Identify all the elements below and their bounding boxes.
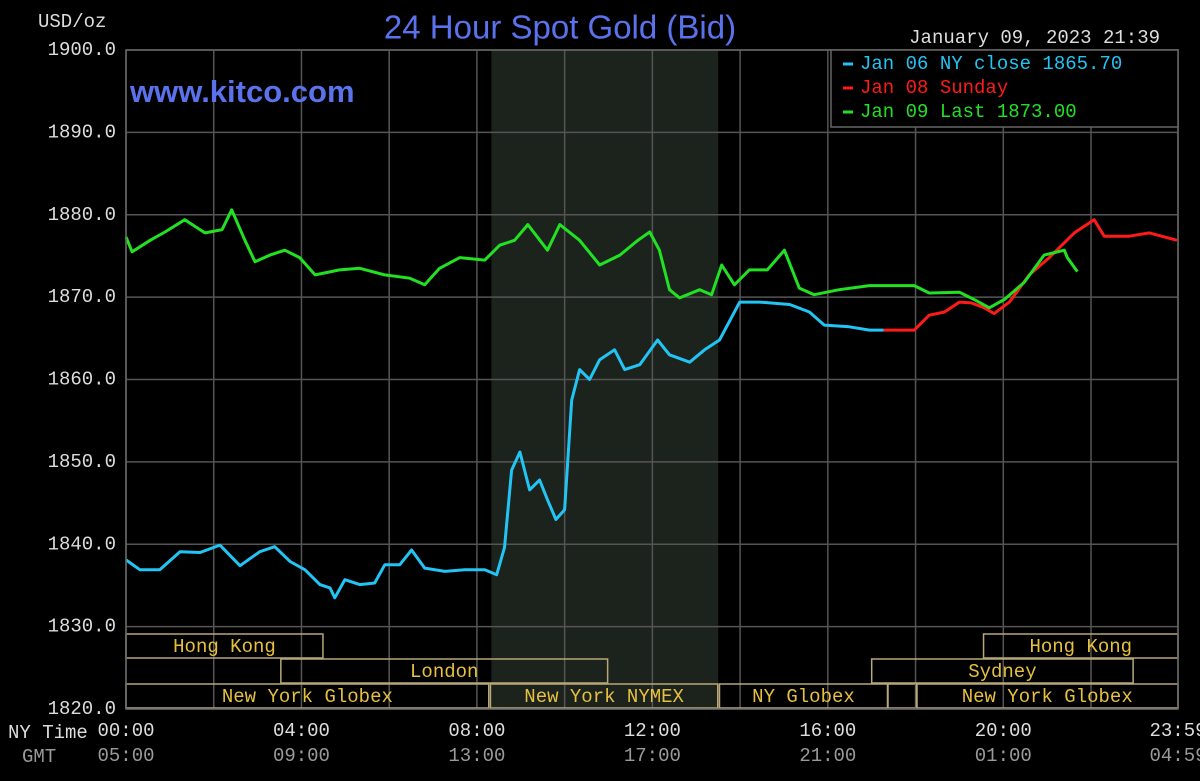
x-tick-label: 12:00: [624, 720, 681, 742]
session-label: Sydney: [968, 661, 1036, 683]
y-unit: USD/oz: [38, 11, 106, 33]
legend-label: Jan 09 Last 1873.00: [860, 101, 1077, 123]
session-label: New York NYMEX: [524, 686, 684, 708]
legend-label: Jan 08 Sunday: [860, 77, 1008, 99]
session-label: New York Globex: [962, 686, 1133, 708]
y-tick-label: 1860.0: [48, 369, 116, 391]
timestamp: January 09, 2023 21:39: [909, 27, 1160, 49]
session-label: London: [410, 661, 478, 683]
session-label: NY Globex: [752, 686, 855, 708]
y-tick-label: 1900.0: [48, 39, 116, 61]
session-label: Hong Kong: [173, 636, 276, 658]
x-row-label: GMT: [22, 746, 56, 768]
series-line: [124, 208, 1079, 310]
x-tick-label: 20:00: [975, 720, 1032, 742]
x-tick-label: 08:00: [448, 720, 505, 742]
x-tick-label: 04:00: [273, 720, 330, 742]
watermark: www.kitco.com: [129, 74, 355, 109]
gmt-tick-label: 17:00: [624, 745, 681, 767]
y-tick-label: 1870.0: [48, 286, 116, 308]
x-row-label: NY Time: [8, 722, 88, 744]
gmt-tick-label: 21:00: [799, 745, 856, 767]
gmt-tick-label: 01:00: [975, 745, 1032, 767]
session-box: [887, 683, 918, 709]
plot-frame: [125, 49, 1179, 710]
x-tick-label: 23:59: [1149, 720, 1200, 742]
y-tick-label: 1880.0: [48, 204, 116, 226]
session-box: [489, 683, 719, 709]
y-tick-label: 1850.0: [48, 451, 116, 473]
y-tick-label: 1830.0: [48, 616, 116, 638]
gmt-tick-label: 04:59: [1149, 745, 1200, 767]
chart-title: 24 Hour Spot Gold (Bid): [384, 9, 736, 46]
legend-box: [830, 49, 1179, 128]
session-box: [718, 683, 889, 709]
series-line: [125, 300, 884, 600]
y-tick-label: 1820.0: [48, 698, 116, 720]
session-label: Hong Kong: [1029, 636, 1132, 658]
session-box: [870, 658, 1134, 684]
y-tick-label: 1840.0: [48, 533, 116, 555]
session-label: New York Globex: [222, 686, 393, 708]
gmt-tick-label: 13:00: [448, 745, 505, 767]
x-tick-label: 00:00: [97, 720, 154, 742]
series-line: [883, 218, 1178, 332]
gmt-tick-label: 09:00: [273, 745, 330, 767]
legend-label: Jan 06 NY close 1865.70: [860, 53, 1122, 75]
session-box: [280, 658, 609, 684]
gmt-tick-label: 05:00: [97, 745, 154, 767]
y-tick-label: 1890.0: [48, 121, 116, 143]
x-tick-label: 16:00: [799, 720, 856, 742]
